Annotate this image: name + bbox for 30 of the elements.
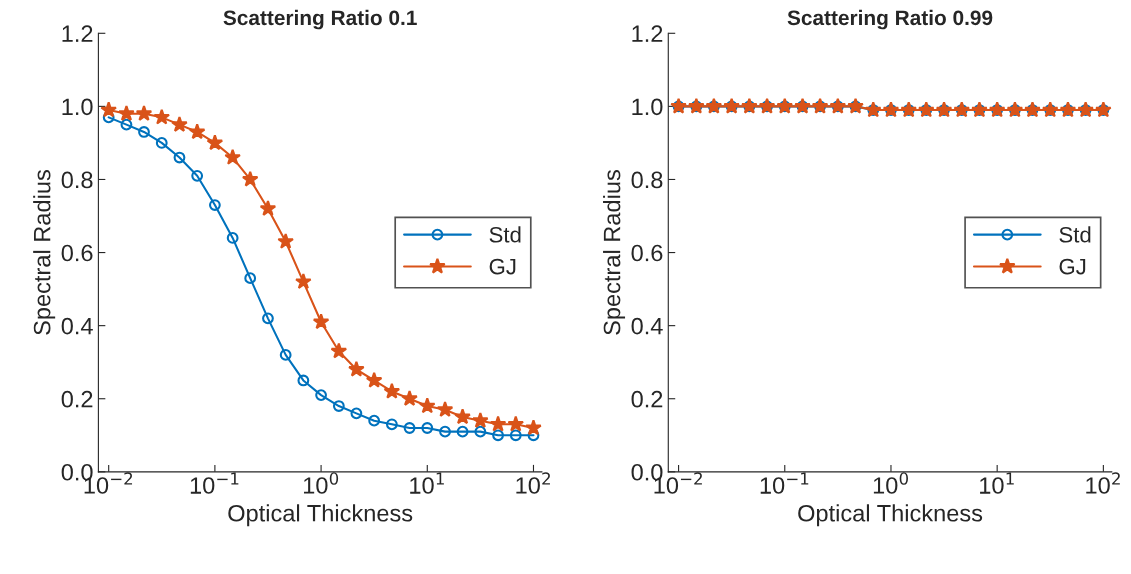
- y-axis-title: Spectral Radius: [33, 170, 56, 335]
- legend-label: GJ: [1059, 258, 1086, 275]
- y-tick-label: 0.8: [631, 171, 663, 189]
- x-tick-label: 10$^{0}$: [304, 472, 339, 494]
- y-tick-label: 0.4: [61, 317, 93, 335]
- y-tick-label: 1.2: [62, 25, 93, 42]
- y-tick-label: 0.6: [631, 244, 663, 262]
- x-tick-label: 10$^{1}$: [980, 472, 1014, 494]
- x-tick-label: 10$^{2}$: [516, 472, 550, 494]
- legend-label: Std: [1059, 226, 1091, 243]
- legend-label: Std: [489, 226, 521, 243]
- y-tick-label: 0.2: [61, 390, 93, 408]
- chart-title: Scattering Ratio 0.1: [223, 9, 417, 30]
- x-axis-title: Optical Thickness: [228, 504, 413, 527]
- x-tick-label: 10$^{1}$: [410, 472, 444, 494]
- x-tick-label: 10$^{−1}$: [760, 472, 809, 494]
- y-axis-title: Spectral Radius: [603, 170, 626, 335]
- x-axis-title: Optical Thickness: [798, 504, 983, 527]
- x-tick-label: 10$^{0}$: [873, 472, 908, 494]
- y-tick-label: 0.6: [61, 244, 93, 262]
- legend-label: GJ: [489, 258, 516, 275]
- y-tick-label: 1.0: [632, 98, 663, 116]
- y-tick-label: 0.2: [631, 390, 663, 408]
- x-tick-label: 10$^{−1}$: [190, 472, 239, 494]
- y-tick-label: 1.2: [632, 25, 663, 42]
- x-tick-label: 10$^{2}$: [1086, 472, 1120, 494]
- chart-title: Scattering Ratio 0.99: [787, 9, 993, 30]
- y-tick-label: 0.8: [61, 171, 93, 189]
- y-tick-label: 0.4: [631, 317, 663, 335]
- y-tick-label: 1.0: [62, 98, 93, 116]
